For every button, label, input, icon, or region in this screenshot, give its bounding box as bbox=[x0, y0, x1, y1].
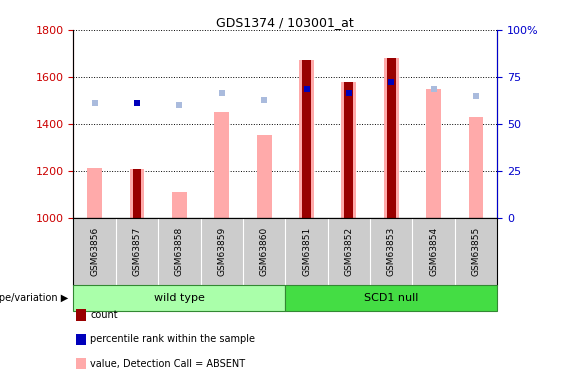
Bar bbox=[285, 285, 497, 311]
Text: GSM63857: GSM63857 bbox=[133, 226, 141, 276]
Text: GSM63859: GSM63859 bbox=[218, 226, 226, 276]
Bar bbox=[172, 192, 187, 217]
Text: GSM63856: GSM63856 bbox=[90, 226, 99, 276]
Text: percentile rank within the sample: percentile rank within the sample bbox=[90, 334, 255, 344]
Text: GSM63853: GSM63853 bbox=[387, 226, 396, 276]
Bar bbox=[73, 285, 285, 311]
Text: GSM63858: GSM63858 bbox=[175, 226, 184, 276]
Text: SCD1 null: SCD1 null bbox=[364, 293, 419, 303]
Text: GSM63855: GSM63855 bbox=[472, 226, 480, 276]
Bar bbox=[345, 82, 353, 218]
Text: genotype/variation ▶: genotype/variation ▶ bbox=[0, 293, 68, 303]
Bar bbox=[87, 168, 102, 217]
Text: GSM63852: GSM63852 bbox=[345, 226, 353, 276]
Text: count: count bbox=[90, 310, 118, 320]
Bar bbox=[341, 82, 357, 218]
Bar bbox=[387, 58, 396, 217]
Bar bbox=[302, 60, 311, 217]
Text: wild type: wild type bbox=[154, 293, 205, 303]
Bar bbox=[257, 135, 272, 218]
Bar bbox=[384, 58, 399, 217]
Bar bbox=[468, 117, 484, 218]
Text: GSM63860: GSM63860 bbox=[260, 226, 268, 276]
Bar bbox=[214, 112, 229, 218]
Bar bbox=[299, 60, 314, 217]
Text: value, Detection Call = ABSENT: value, Detection Call = ABSENT bbox=[90, 359, 246, 369]
Text: GSM63851: GSM63851 bbox=[302, 226, 311, 276]
Bar bbox=[133, 170, 141, 217]
Bar bbox=[426, 88, 441, 218]
Bar bbox=[129, 170, 145, 217]
Title: GDS1374 / 103001_at: GDS1374 / 103001_at bbox=[216, 16, 354, 29]
Text: GSM63854: GSM63854 bbox=[429, 226, 438, 276]
